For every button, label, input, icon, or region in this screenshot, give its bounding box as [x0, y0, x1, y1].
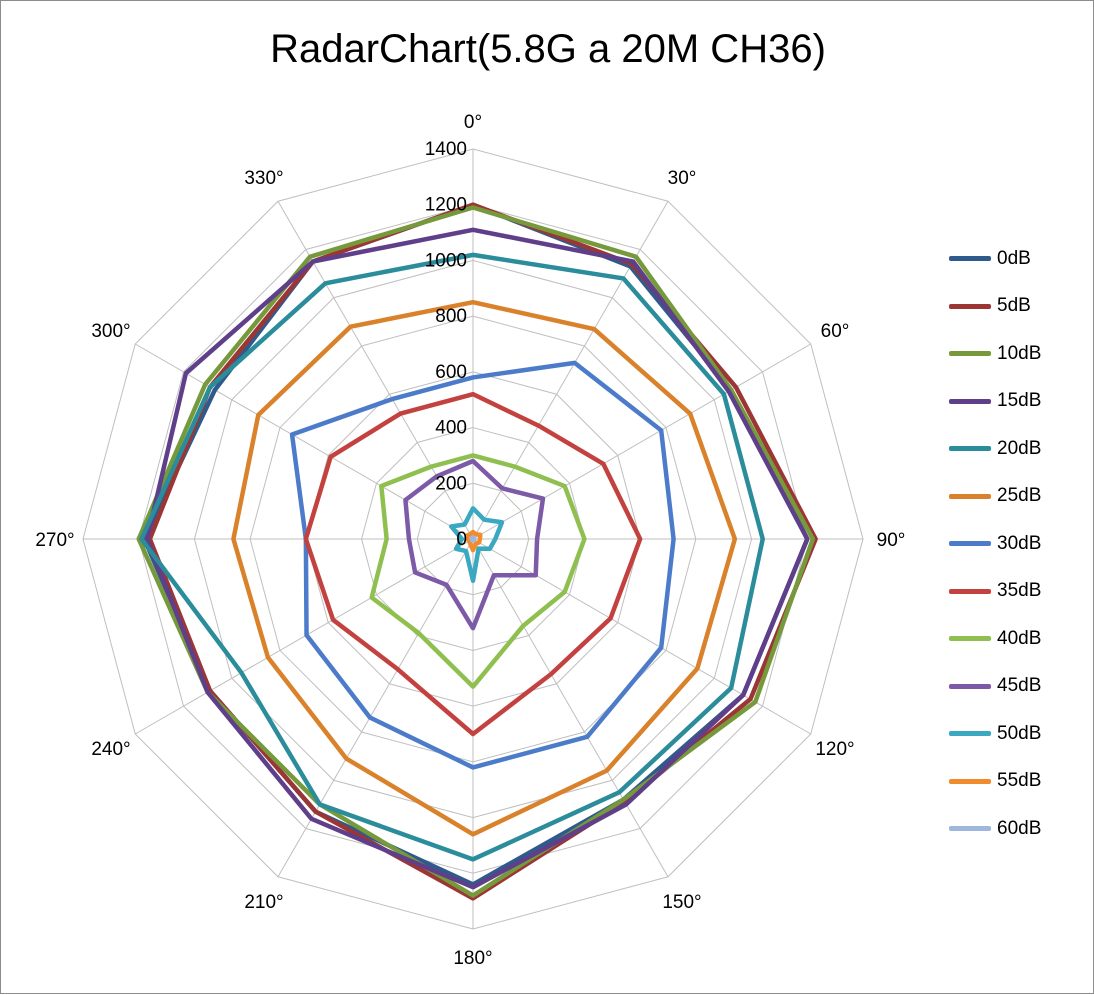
- angle-label: 60°: [821, 321, 850, 342]
- legend-swatch: [949, 731, 991, 737]
- legend-item: 25dB: [949, 473, 1089, 521]
- legend-label: 60dB: [997, 817, 1042, 839]
- legend-item: 5dB: [949, 283, 1089, 331]
- legend-item: 35dB: [949, 568, 1089, 616]
- legend-item: 55dB: [949, 758, 1089, 806]
- series-40dB-line: [369, 453, 587, 689]
- radial-tick-label: 1200: [425, 195, 467, 216]
- angle-label: 90°: [877, 530, 906, 551]
- angle-label: 0°: [464, 112, 482, 133]
- legend-swatch: [949, 351, 991, 357]
- grid-spoke-10: [135, 343, 474, 540]
- legend-label: 40dB: [997, 627, 1042, 649]
- legend-swatch: [949, 588, 991, 594]
- legend-label: 55dB: [997, 770, 1042, 792]
- series-55dB-line: [464, 529, 483, 553]
- angle-label: 120°: [815, 739, 854, 760]
- angle-label: 330°: [244, 168, 283, 189]
- series-5dB-line: [147, 202, 818, 901]
- angle-labels: 0° 30° 60° 90° 120° 150° 180° 210° 240° 270° 300° 3…: [35, 112, 905, 969]
- series-15dB-line: [144, 227, 810, 890]
- chart-title: RadarChart(5.8G a 20M CH36): [270, 27, 826, 71]
- radial-tick-labels: 0 200 400 600 800 1000 1200 1400: [425, 139, 467, 550]
- legend-item: 10dB: [949, 330, 1089, 378]
- legend-swatch: [949, 446, 991, 452]
- legend-swatch: [949, 398, 991, 404]
- radar-series: [136, 202, 818, 901]
- legend-label: 10dB: [997, 342, 1042, 364]
- legend-label: 45dB: [997, 675, 1042, 697]
- radial-tick-label: 800: [435, 306, 467, 327]
- series-60dB-line: [469, 535, 477, 543]
- radial-tick-label: 600: [435, 362, 467, 383]
- legend-item: 45dB: [949, 663, 1089, 711]
- angle-label: 180°: [453, 948, 492, 969]
- angle-label: 300°: [91, 321, 130, 342]
- legend-item: 30dB: [949, 520, 1089, 568]
- legend-swatch: [949, 826, 991, 832]
- series-25dB-line: [231, 299, 738, 837]
- radial-tick-label: 400: [435, 418, 467, 439]
- angle-label: 30°: [668, 168, 697, 189]
- legend-swatch: [949, 636, 991, 642]
- legend-label: 15dB: [997, 390, 1042, 412]
- series-30dB-line: [289, 360, 676, 770]
- legend-item: 50dB: [949, 710, 1089, 758]
- legend-label: 50dB: [997, 722, 1042, 744]
- legend-label: 5dB: [997, 295, 1031, 317]
- radial-tick-label: 200: [435, 473, 467, 494]
- legend: 0dB 5dB 10dB 15dB 20dB 25dB 30dB 35dB 40dB 45dB 50…: [949, 235, 1089, 853]
- series-10dB-line: [136, 205, 816, 898]
- legend-swatch: [949, 493, 991, 499]
- grid-spoke-2: [472, 343, 811, 540]
- angle-label: 210°: [244, 892, 283, 913]
- series-35dB-line: [303, 391, 643, 737]
- radial-tick-label: 1400: [425, 139, 467, 160]
- angle-label: 150°: [662, 892, 701, 913]
- legend-swatch: [949, 778, 991, 784]
- legend-label: 30dB: [997, 532, 1042, 554]
- legend-swatch: [949, 683, 991, 689]
- legend-label: 0dB: [997, 247, 1031, 269]
- legend-item: 0dB: [949, 235, 1089, 283]
- legend-swatch: [949, 256, 991, 262]
- legend-label: 20dB: [997, 437, 1042, 459]
- radial-tick-label: 0: [456, 529, 467, 550]
- legend-item: 20dB: [949, 425, 1089, 473]
- series-20dB-line: [139, 252, 765, 862]
- legend-item: 15dB: [949, 378, 1089, 426]
- radial-tick-label: 1000: [425, 250, 467, 271]
- legend-item: 60dB: [949, 805, 1089, 853]
- series-50dB-line: [449, 506, 505, 584]
- legend-label: 35dB: [997, 580, 1042, 602]
- legend-item: 40dB: [949, 615, 1089, 663]
- legend-swatch: [949, 541, 991, 547]
- grid-spoke-5: [472, 538, 669, 877]
- angle-label: 240°: [91, 739, 130, 760]
- angle-label: 270°: [35, 530, 74, 551]
- series-45dB-line: [403, 458, 546, 631]
- legend-swatch: [949, 303, 991, 309]
- legend-label: 25dB: [997, 485, 1042, 507]
